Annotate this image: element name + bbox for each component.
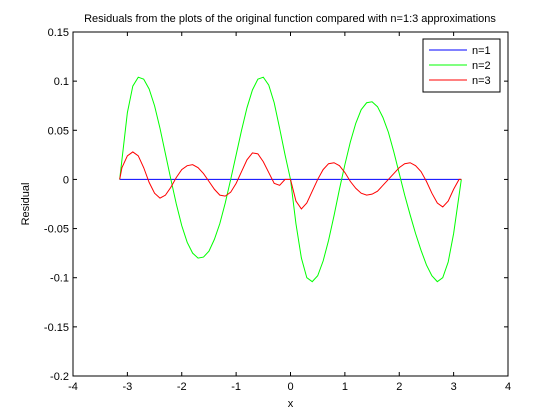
x-tick-label: 1	[342, 381, 348, 393]
legend-label: n=3	[472, 75, 491, 87]
x-tick-label: -2	[177, 381, 187, 393]
y-tick-label: 0.15	[48, 27, 69, 39]
y-tick-label: 0.1	[54, 76, 69, 88]
y-axis: -0.2 -0.15 -0.1 -0.05 0 0.05 0.1 0.15	[44, 27, 508, 383]
x-tick-label: 2	[396, 381, 402, 393]
y-tick-label: 0.05	[48, 125, 69, 137]
y-tick-label: -0.1	[50, 273, 69, 285]
x-tick-label: -1	[231, 381, 241, 393]
series-line-n-3	[119, 151, 462, 210]
x-tick-label: 3	[451, 381, 457, 393]
x-tick-label: -4	[68, 381, 78, 393]
y-tick-label: -0.05	[44, 224, 69, 236]
x-axis: -4 -3 -2 -1 0 1 2 3 4	[68, 32, 511, 393]
legend-label: n=1	[472, 45, 491, 57]
legend-label: n=2	[472, 60, 491, 72]
x-tick-label: -3	[122, 381, 132, 393]
x-tick-label: 4	[505, 381, 511, 393]
y-axis-label: Residual	[20, 183, 32, 226]
x-axis-label: x	[288, 398, 294, 410]
legend: n=1 n=2 n=3	[422, 38, 501, 93]
x-tick-label: 0	[287, 381, 293, 393]
y-tick-label: -0.2	[50, 371, 69, 383]
y-tick-label: -0.15	[44, 322, 69, 334]
chart-title: Residuals from the plots of the original…	[84, 13, 496, 25]
series-lines	[119, 76, 462, 283]
y-tick-label: 0	[63, 174, 69, 186]
